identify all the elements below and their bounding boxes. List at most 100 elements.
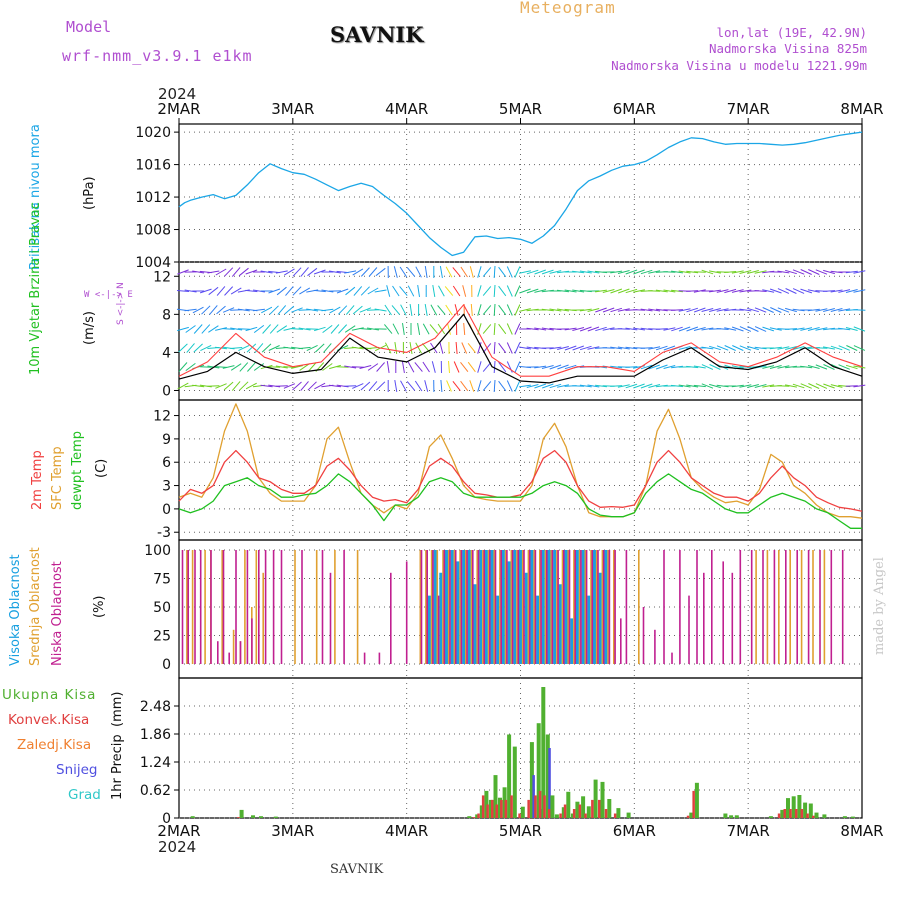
wind-arrow (322, 324, 333, 334)
wind-arrow (724, 327, 737, 331)
wind-arrow (209, 305, 218, 315)
wind-arrow (344, 365, 357, 369)
wind-arrow (823, 383, 835, 389)
wind-arrow (222, 365, 235, 369)
wind-arrow (231, 267, 241, 277)
wind-arrow (853, 309, 866, 311)
wind-arrow (329, 364, 341, 370)
precip-total-bar (626, 812, 631, 818)
coords-label: lon,lat (19E, 42.9N) (716, 25, 867, 40)
wind-arrow (431, 361, 436, 373)
wind-arrow (838, 345, 850, 351)
wind-arrow (709, 383, 721, 389)
precip-total-bar (616, 808, 621, 818)
wind-arrow (477, 380, 482, 392)
precip-conv-bar (500, 799, 503, 818)
wind-arrow (792, 327, 805, 331)
wind-arrow (853, 384, 866, 388)
precip-conv-bar (800, 809, 804, 818)
wind-arrow (448, 360, 450, 374)
wind-arrow (785, 269, 797, 275)
wind-arrow (437, 323, 446, 335)
wind-arrow (368, 267, 378, 277)
wind-arrow (633, 383, 645, 389)
wind-arrow (422, 361, 430, 373)
wind-arrow (564, 364, 577, 370)
wind-arrow (777, 270, 790, 274)
day-label-bottom: 4MAR (385, 822, 428, 840)
wind-arrow (222, 328, 235, 330)
pressure-axis-tick-label: 1016 (135, 158, 171, 174)
wind-arrow (344, 325, 356, 333)
precip-conv-bar (534, 795, 537, 818)
wind-arrow (655, 384, 668, 388)
wind-arrow (239, 362, 249, 372)
wind-arrow (617, 270, 630, 274)
wind-arrow (542, 383, 554, 389)
wind-arrow (648, 270, 661, 274)
precip-conv-bar (504, 799, 508, 818)
wind-arrow (610, 270, 623, 274)
wind-arrow (407, 361, 415, 373)
wind-arrow (618, 288, 630, 294)
wind-arrow (557, 384, 569, 388)
wind-arrow (376, 362, 385, 372)
wind-arrow (329, 270, 341, 274)
wind-arrow (201, 324, 211, 334)
wind-arrow (731, 270, 744, 274)
wind-arrow (701, 308, 714, 312)
wind-arrow (214, 366, 228, 368)
wind-arrow (747, 307, 759, 313)
wind-arrow (564, 327, 577, 331)
wind-arrow (838, 308, 851, 312)
wind-arrow (424, 304, 428, 316)
temp-axis-tick-label: 6 (162, 455, 171, 471)
wind-arrow (632, 309, 646, 311)
wind-axis-tick-label: 0 (162, 383, 171, 399)
wind-arrow (268, 288, 281, 294)
wind-arrow (506, 342, 513, 354)
temp-axis-tick-label: 12 (153, 409, 171, 425)
precip-total-bar (581, 796, 586, 818)
wind-arrow (444, 286, 454, 296)
wind-arrow (446, 380, 452, 392)
wind-arrow (230, 327, 243, 331)
wind-arrow (323, 343, 332, 353)
wind-arrow (557, 308, 569, 312)
wind-arrow (367, 363, 379, 371)
wind-arrow (769, 365, 782, 369)
wind-arrow (359, 328, 372, 330)
wind-arrow (237, 308, 250, 312)
wind-arrow (830, 289, 843, 293)
wind-arrow (253, 324, 265, 334)
precip-total-bar (734, 815, 739, 818)
wind-arrow (239, 381, 249, 391)
wind-arrow (747, 345, 759, 351)
precip-total-bar (694, 782, 699, 818)
wind-arrow (670, 384, 684, 388)
wind-arrow (754, 326, 767, 332)
wind-arrow (253, 289, 265, 293)
wind-arrow (336, 288, 349, 294)
precip-snow-bar (532, 775, 535, 818)
wind-arrow (208, 325, 219, 333)
wind-arrow (579, 326, 592, 332)
wind-arrow (541, 327, 554, 331)
wind-arrow (709, 308, 721, 312)
wind-arrow (367, 327, 379, 331)
wind-arrow (556, 289, 570, 293)
wind-arrow (709, 364, 721, 370)
precip-total-bar (593, 779, 598, 818)
wind-arrow (633, 269, 645, 275)
wind-arrow (808, 383, 820, 389)
wind-arrow (633, 327, 645, 331)
wind-arrow (808, 269, 820, 275)
wind-arrow (785, 365, 797, 369)
wind-arrow (518, 270, 532, 274)
wind-arrow (792, 288, 805, 294)
wind-arrow (463, 322, 466, 336)
precip-conv-bar (584, 813, 587, 818)
wind-arrow (277, 305, 287, 315)
wind-arrow (284, 305, 295, 315)
wind-arrow (207, 385, 220, 387)
